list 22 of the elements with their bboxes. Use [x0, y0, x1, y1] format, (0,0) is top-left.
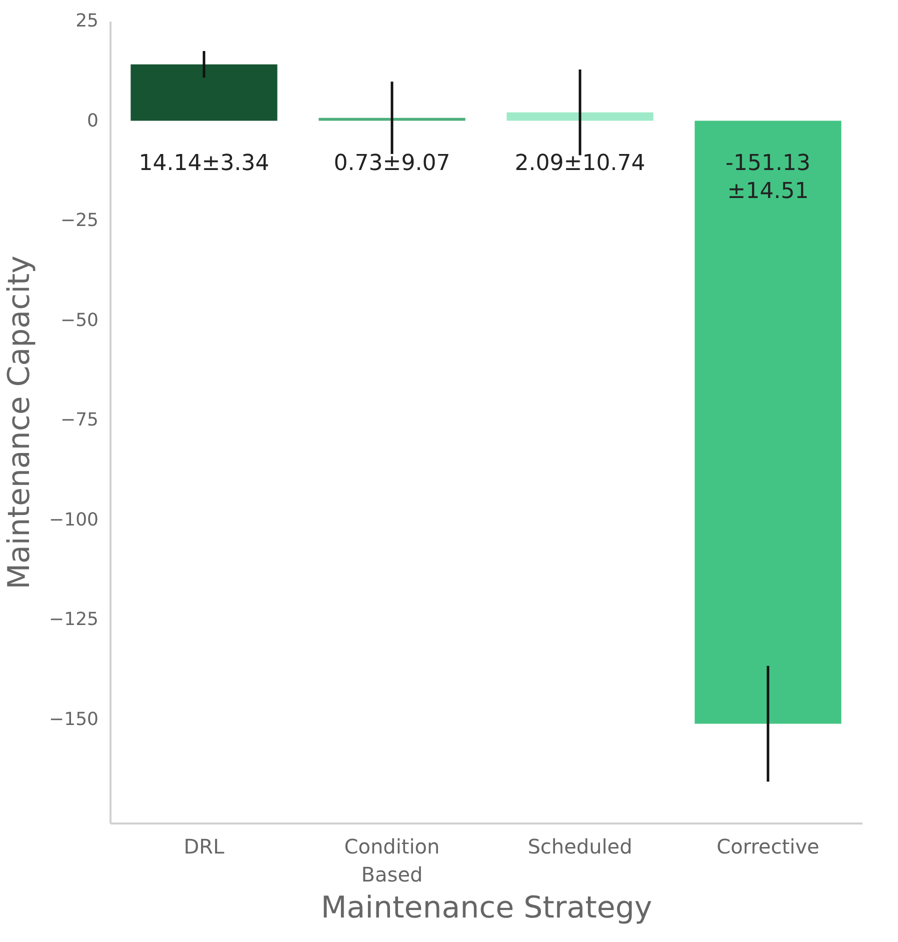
y-tick-label: −125	[49, 609, 98, 630]
bar	[694, 120, 842, 724]
x-tick-label: Condition Based	[344, 834, 440, 886]
bar	[506, 112, 654, 121]
y-tick-label: 0	[87, 110, 98, 132]
y-tick-label: −150	[49, 708, 98, 730]
data-label: 14.14±3.34	[138, 150, 270, 176]
data-label: 0.73±9.07	[334, 150, 450, 176]
x-tick-label: Corrective	[716, 834, 820, 858]
y-tick-label: −100	[49, 509, 98, 530]
data-label: 2.09±10.74	[514, 150, 646, 176]
y-tick-label: −75	[60, 410, 98, 431]
y-tick-label: 25	[76, 10, 98, 32]
y-tick-label: −25	[60, 210, 98, 231]
x-tick-label: DRL	[184, 834, 226, 858]
y-tick-label: −50	[60, 310, 98, 331]
x-tick-label: Scheduled	[528, 834, 632, 858]
data-label: -151.13±14.51	[726, 150, 810, 204]
x-axis-title: Maintenance Strategy	[320, 890, 652, 926]
bar	[130, 64, 278, 121]
y-axis-title: Maintenance Capacity	[2, 256, 38, 590]
bar	[318, 118, 466, 121]
